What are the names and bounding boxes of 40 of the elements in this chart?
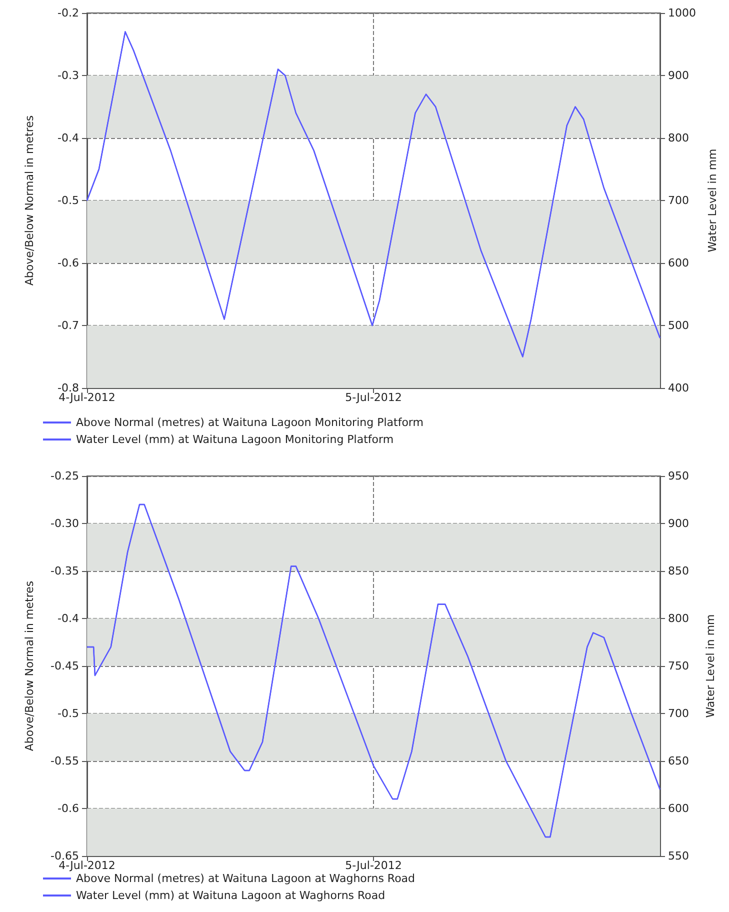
y2-tick-label: 900 — [668, 69, 689, 82]
y2-axis-title: Water Level in mm — [706, 148, 719, 252]
y-tick-label: -0.45 — [50, 660, 79, 672]
y-tick-label: -0.30 — [50, 517, 79, 530]
y2-tick-label: 750 — [668, 660, 689, 672]
y2-tick-label: 850 — [668, 564, 689, 578]
x-tick-label: 5-Jul-2012 — [345, 391, 402, 404]
y2-tick-label: 700 — [668, 194, 689, 207]
y2-tick-label: 600 — [668, 802, 689, 815]
y-tick-label: -0.55 — [50, 754, 79, 768]
y2-tick-label: 600 — [668, 256, 689, 270]
y-tick-label: -0.25 — [50, 470, 79, 482]
y-tick-label: -0.5 — [58, 194, 79, 207]
legend-label: Above Normal (metres) at Waituna Lagoon at Waghorns Road — [76, 872, 416, 885]
legend-label: Above Normal (metres) at Waituna Lagoon Monitoring Platform — [76, 416, 424, 429]
y2-tick-label: 500 — [668, 319, 689, 332]
y2-tick-label: 700 — [668, 707, 689, 720]
y-tick-label: -0.4 — [58, 612, 79, 625]
y-tick-label: -0.6 — [58, 802, 79, 815]
y-tick-label: -0.35 — [50, 564, 79, 578]
y2-tick-label: 400 — [668, 382, 689, 394]
y-tick-label: -0.6 — [58, 256, 79, 270]
y-tick-label: -0.3 — [58, 69, 79, 82]
y-axis-title: Above/Below Normal in metres — [23, 580, 36, 752]
y-tick-label: -0.4 — [58, 132, 79, 144]
y-axis-title: Above/Below Normal in metres — [23, 115, 36, 286]
y2-tick-label: 900 — [668, 517, 689, 530]
y2-tick-label: 950 — [668, 470, 689, 482]
y2-tick-label: 800 — [668, 132, 689, 144]
y2-tick-label: 1000 — [668, 6, 696, 20]
y-tick-label: -0.5 — [58, 707, 79, 720]
legend-label: Water Level (mm) at Waituna Lagoon at Waghorns Road — [76, 889, 386, 902]
y2-axis-title: Water Level in mm — [704, 614, 717, 718]
y2-tick-label: 650 — [668, 754, 689, 768]
legend-label: Water Level (mm) at Waituna Lagoon Monitoring Platform — [76, 433, 394, 446]
y-tick-label: -0.7 — [58, 319, 79, 332]
y-tick-label: -0.2 — [58, 6, 79, 20]
y2-tick-label: 800 — [668, 612, 689, 625]
y2-tick-label: 550 — [668, 850, 689, 862]
x-tick-label: 5-Jul-2012 — [345, 859, 402, 872]
